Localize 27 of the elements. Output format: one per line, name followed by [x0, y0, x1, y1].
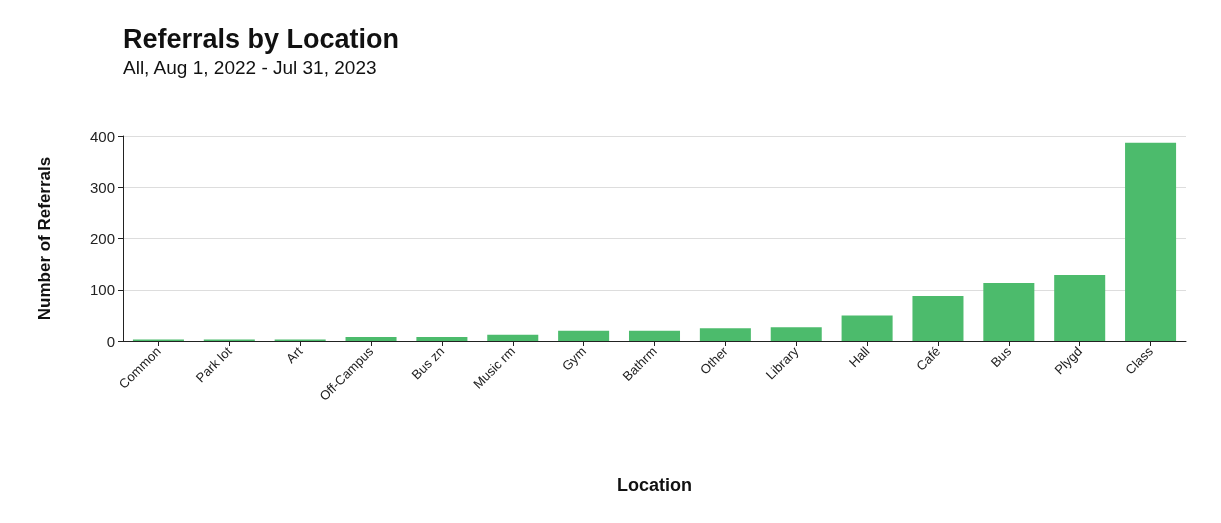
bar	[1054, 274, 1106, 341]
y-tick-label: 100	[89, 281, 115, 299]
y-tick-label: 200	[89, 230, 115, 247]
bar	[416, 336, 468, 341]
bar	[628, 330, 681, 341]
bar	[912, 295, 964, 341]
x-tick-label: Bus zn	[408, 343, 448, 383]
y-tick-label: 300	[89, 178, 115, 196]
bar	[487, 334, 539, 341]
bar	[699, 328, 751, 341]
bar	[1125, 142, 1177, 341]
y-axis-title: Number of Referrals	[35, 156, 54, 321]
bar	[558, 330, 610, 341]
bar	[770, 327, 822, 341]
bar	[841, 315, 893, 341]
x-tick-label: Hall	[845, 343, 873, 371]
y-tick-label: 400	[89, 127, 115, 145]
x-axis-title: Location	[617, 475, 692, 495]
x-tick-label: Gym	[558, 343, 589, 374]
x-tick-label: Art	[283, 343, 306, 367]
chart-subtitle: All, Aug 1, 2022 - Jul 31, 2023	[123, 57, 377, 78]
chart-title: Referrals by Location	[123, 23, 400, 54]
x-tick-label: Park lot	[192, 343, 235, 386]
bar	[345, 336, 397, 341]
bar	[983, 283, 1035, 341]
x-tick-label: Bus	[987, 343, 1015, 371]
y-tick-label: 0	[106, 332, 115, 350]
